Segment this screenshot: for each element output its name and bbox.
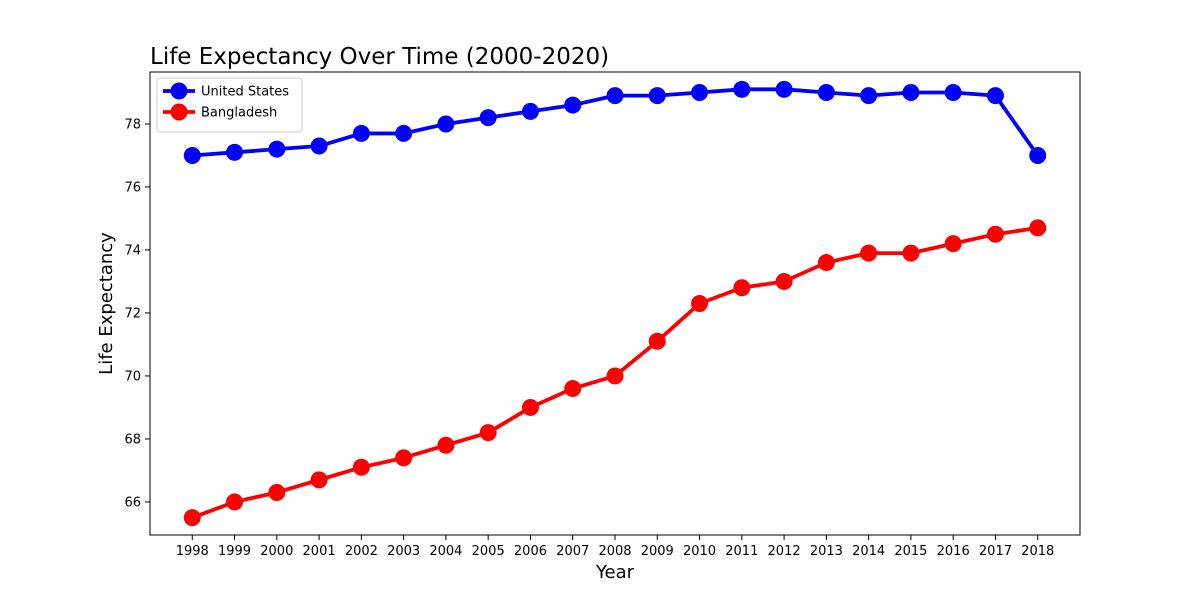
x-tick-label: 2012 [768, 544, 801, 559]
y-tick-label: 72 [124, 306, 141, 321]
x-tick-label: 2011 [725, 544, 758, 559]
y-tick-label: 74 [124, 243, 141, 258]
chart-title: Life Expectancy Over Time (2000-2020) [150, 44, 609, 70]
data-point-bangladesh [479, 424, 497, 442]
data-point-united-states [437, 115, 455, 133]
data-point-bangladesh [606, 367, 624, 385]
x-tick-label: 2001 [303, 544, 336, 559]
y-axis-title: Life Expectancy [96, 232, 117, 375]
data-point-bangladesh [860, 244, 878, 262]
x-tick-label: 2006 [514, 544, 547, 559]
data-point-bangladesh [902, 244, 920, 262]
data-point-united-states [775, 80, 793, 98]
data-point-bangladesh [775, 272, 793, 290]
x-tick-label: 2017 [979, 544, 1012, 559]
data-point-united-states [860, 87, 878, 105]
data-point-bangladesh [268, 483, 286, 501]
x-tick-label: 1999 [218, 544, 251, 559]
data-point-bangladesh [310, 471, 328, 489]
data-point-united-states [902, 83, 920, 101]
series-layer [183, 80, 1047, 527]
legend-item-bangladesh: Bangladesh [163, 103, 277, 121]
data-point-bangladesh [1029, 219, 1047, 237]
data-point-united-states [564, 96, 582, 114]
x-tick-label: 2014 [852, 544, 885, 559]
data-point-bangladesh [944, 235, 962, 253]
data-point-bangladesh [691, 295, 709, 312]
x-tick-label: 2003 [387, 544, 420, 559]
y-axis-ticks: 66 68 70 72 74 76 78 [124, 117, 150, 510]
data-point-united-states [395, 124, 413, 142]
legend: United States Bangladesh [156, 77, 303, 133]
y-tick-label: 70 [124, 369, 141, 384]
data-point-united-states [986, 87, 1004, 105]
x-tick-label: 2008 [598, 544, 631, 559]
y-tick-label: 68 [124, 432, 141, 447]
data-point-bangladesh [352, 458, 370, 476]
data-point-bangladesh [521, 398, 539, 416]
data-point-bangladesh [733, 279, 751, 297]
series-bangladesh [183, 219, 1047, 527]
data-point-united-states [1029, 146, 1047, 164]
x-tick-label: 2015 [894, 544, 927, 559]
data-point-united-states [691, 83, 709, 101]
data-point-united-states [817, 83, 835, 101]
data-point-united-states [310, 137, 328, 155]
legend-marker-bangladesh [170, 103, 188, 121]
x-tick-label: 2018 [1021, 544, 1054, 559]
data-point-bangladesh [226, 493, 244, 511]
legend-label-bangladesh: Bangladesh [201, 106, 277, 121]
y-tick-label: 78 [124, 117, 141, 132]
x-tick-label: 2013 [810, 544, 843, 559]
legend-label-united-states: United States [201, 85, 289, 100]
data-point-united-states [944, 83, 962, 101]
x-tick-label: 2002 [345, 544, 378, 559]
data-point-bangladesh [183, 509, 201, 527]
legend-marker-united-states [170, 82, 188, 100]
x-tick-label: 2007 [556, 544, 589, 559]
data-point-united-states [479, 109, 497, 127]
data-point-united-states [183, 146, 201, 164]
plot-area-frame [149, 71, 1081, 536]
y-tick-label: 76 [124, 180, 141, 195]
y-tick-label: 66 [124, 495, 141, 510]
x-axis-title: Year [595, 562, 635, 583]
data-point-united-states [352, 124, 370, 142]
data-point-bangladesh [564, 380, 582, 398]
data-point-united-states [521, 102, 539, 120]
data-point-united-states [648, 87, 666, 105]
data-point-bangladesh [395, 449, 413, 467]
x-tick-label: 1998 [176, 544, 209, 559]
x-tick-label: 2005 [472, 544, 505, 559]
data-point-bangladesh [437, 436, 455, 454]
data-point-bangladesh [986, 225, 1004, 243]
legend-item-united-states: United States [163, 82, 289, 100]
x-axis-ticks: 1998 1999 2000 2001 2002 2003 2004 2005 2006 2007… [176, 535, 1054, 559]
data-point-bangladesh [817, 254, 835, 272]
x-tick-label: 2010 [683, 544, 716, 559]
series-united-states [183, 80, 1047, 164]
x-tick-label: 2000 [260, 544, 293, 559]
data-point-united-states [733, 80, 751, 98]
x-tick-label: 2016 [937, 544, 970, 559]
data-point-united-states [226, 143, 244, 161]
x-tick-label: 2004 [429, 544, 462, 559]
data-point-united-states [268, 140, 286, 158]
data-point-bangladesh [648, 332, 666, 350]
data-point-united-states [606, 87, 624, 105]
x-tick-label: 2009 [641, 544, 674, 559]
